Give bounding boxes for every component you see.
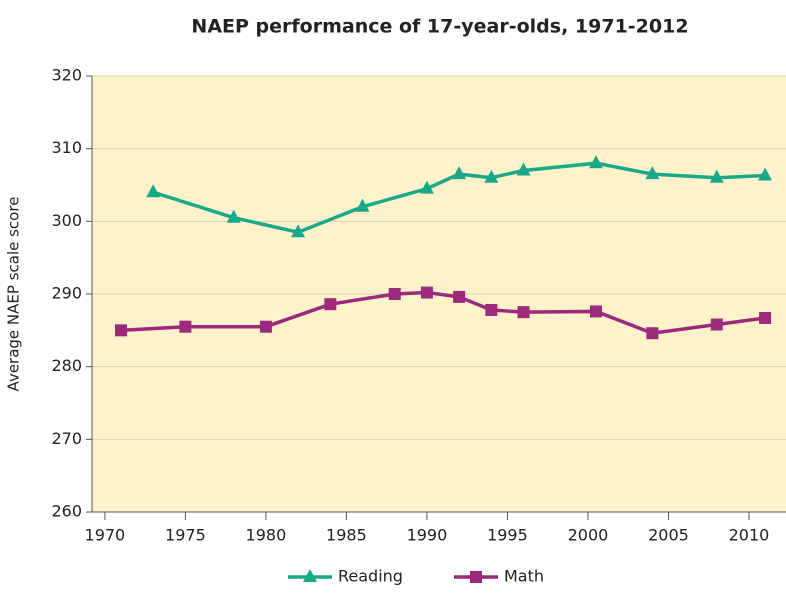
data-point — [517, 306, 530, 319]
x-tick-label: 1985 — [326, 526, 367, 545]
data-point — [516, 162, 531, 176]
legend-label: Math — [504, 567, 544, 586]
data-point — [758, 167, 773, 181]
data-point — [589, 305, 602, 318]
data-point — [146, 184, 161, 198]
y-tick-label: 280 — [51, 356, 82, 375]
x-tick-label: 2000 — [568, 526, 609, 545]
data-point — [710, 318, 723, 331]
data-point — [259, 320, 272, 333]
data-point — [485, 303, 498, 316]
data-point — [388, 288, 401, 300]
data-point — [484, 169, 499, 183]
y-axis-label: Average NAEP scale score — [5, 197, 23, 392]
data-point — [419, 180, 434, 194]
data-point — [179, 320, 192, 333]
data-point — [709, 169, 724, 183]
data-point — [452, 166, 467, 180]
chart-title: NAEP performance of 17-year-olds, 1971-2… — [191, 16, 688, 38]
y-tick-label: 290 — [51, 284, 82, 303]
data-point — [646, 327, 659, 340]
x-tick-label: 1990 — [407, 526, 448, 545]
y-tick-label: 320 — [51, 66, 82, 85]
data-point — [759, 311, 772, 324]
y-tick-label: 270 — [51, 429, 82, 448]
data-point — [324, 298, 337, 311]
x-tick-label: 2005 — [648, 526, 689, 545]
y-tick-label: 300 — [51, 211, 82, 230]
data-point — [355, 198, 370, 212]
data-point — [453, 290, 466, 303]
legend-label: Reading — [338, 567, 403, 586]
x-tick-label: 2010 — [729, 526, 770, 545]
data-point — [588, 155, 603, 169]
data-point — [291, 224, 306, 238]
x-tick-label: 1995 — [487, 526, 528, 545]
data-point — [420, 286, 433, 299]
legend-marker — [303, 569, 317, 582]
y-tick-label: 260 — [51, 502, 82, 521]
series-line — [152, 161, 766, 235]
y-tick-label: 310 — [51, 138, 82, 157]
data-point — [645, 166, 660, 180]
legend-marker — [470, 571, 482, 583]
x-tick-label: 1975 — [165, 526, 206, 545]
data-point — [114, 324, 127, 337]
x-tick-label: 1980 — [246, 526, 287, 545]
x-tick-label: 1970 — [85, 526, 126, 545]
data-point — [226, 209, 241, 223]
